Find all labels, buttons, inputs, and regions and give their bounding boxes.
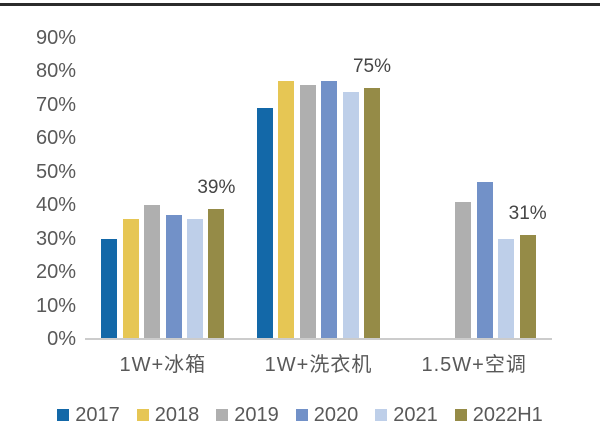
legend-swatch-icon (136, 409, 149, 421)
y-tick-label-60: 60% (35, 127, 76, 150)
y-tick-label-0: 0% (47, 328, 76, 350)
y-tick-label-90: 90% (35, 27, 76, 49)
legend-label: 2017 (75, 404, 120, 426)
y-tick-label-40: 40% (35, 194, 76, 217)
legend-label: 2022H1 (472, 404, 543, 426)
legend-item-2020: 2020 (295, 404, 359, 426)
legend: 2017 2018 2019 2020 2021 2022H1 (0, 402, 600, 428)
legend-label: 2021 (393, 404, 438, 426)
bar-2020-1.5W+空调 (476, 181, 493, 339)
y-tick-label-20: 20% (35, 261, 76, 284)
legend-item-2022H1: 2022H1 (454, 404, 543, 426)
legend-item-2018: 2018 (136, 404, 200, 426)
legend-swatch-icon (216, 409, 229, 421)
bar-2017-1W+洗衣机 (257, 108, 273, 339)
bar-2018-1W+冰箱 (122, 218, 139, 339)
bar-2019-1W+冰箱 (144, 205, 161, 339)
bar-2022H1-1.5W+空调 (519, 235, 536, 339)
y-tick-label-10: 10% (35, 294, 76, 317)
bar-2020-1W+洗衣机 (321, 81, 338, 339)
legend-swatch-icon (375, 409, 388, 421)
category-label-1.5W+空调: 1.5W+空调 (421, 354, 527, 376)
legend-item-2021: 2021 (375, 405, 438, 425)
legend-item-2019: 2019 (216, 405, 279, 425)
y-tick-label-80: 80% (35, 60, 76, 83)
legend-label: 2019 (234, 404, 279, 426)
legend-swatch-icon (454, 409, 467, 421)
legend-swatch-icon (57, 409, 70, 421)
bar-2019-1W+洗衣机 (299, 84, 316, 339)
bar-2017-1W+冰箱 (101, 238, 118, 339)
legend-swatch-icon (295, 409, 308, 421)
data-label-39%: 39% (197, 176, 236, 198)
category-label-1W+冰箱: 1W+冰箱 (119, 354, 207, 376)
bar-2021-1W+洗衣机 (342, 91, 359, 339)
data-label-75%: 75% (352, 56, 392, 78)
data-label-31%: 31% (508, 203, 547, 225)
bar-2018-1W+洗衣机 (278, 81, 295, 339)
bar-2021-1W+冰箱 (186, 218, 203, 339)
legend-label: 2018 (154, 404, 200, 426)
top-rule (0, 3, 600, 6)
bar-2019-1.5W+空调 (455, 201, 472, 339)
bar-2020-1W+冰箱 (165, 215, 182, 339)
legend-item-2017: 2017 (57, 405, 120, 425)
bar-2022H1-1W+洗衣机 (364, 88, 380, 339)
legend-label: 2020 (313, 404, 359, 426)
x-axis-line (85, 338, 552, 340)
category-label-1W+洗衣机: 1W+洗衣机 (264, 354, 373, 376)
y-tick-label-70: 70% (35, 93, 76, 116)
bar-2022H1-1W+冰箱 (208, 208, 225, 339)
bar-2021-1.5W+空调 (498, 238, 515, 339)
y-tick-label-30: 30% (35, 227, 76, 250)
y-tick-label-50: 50% (35, 160, 76, 183)
